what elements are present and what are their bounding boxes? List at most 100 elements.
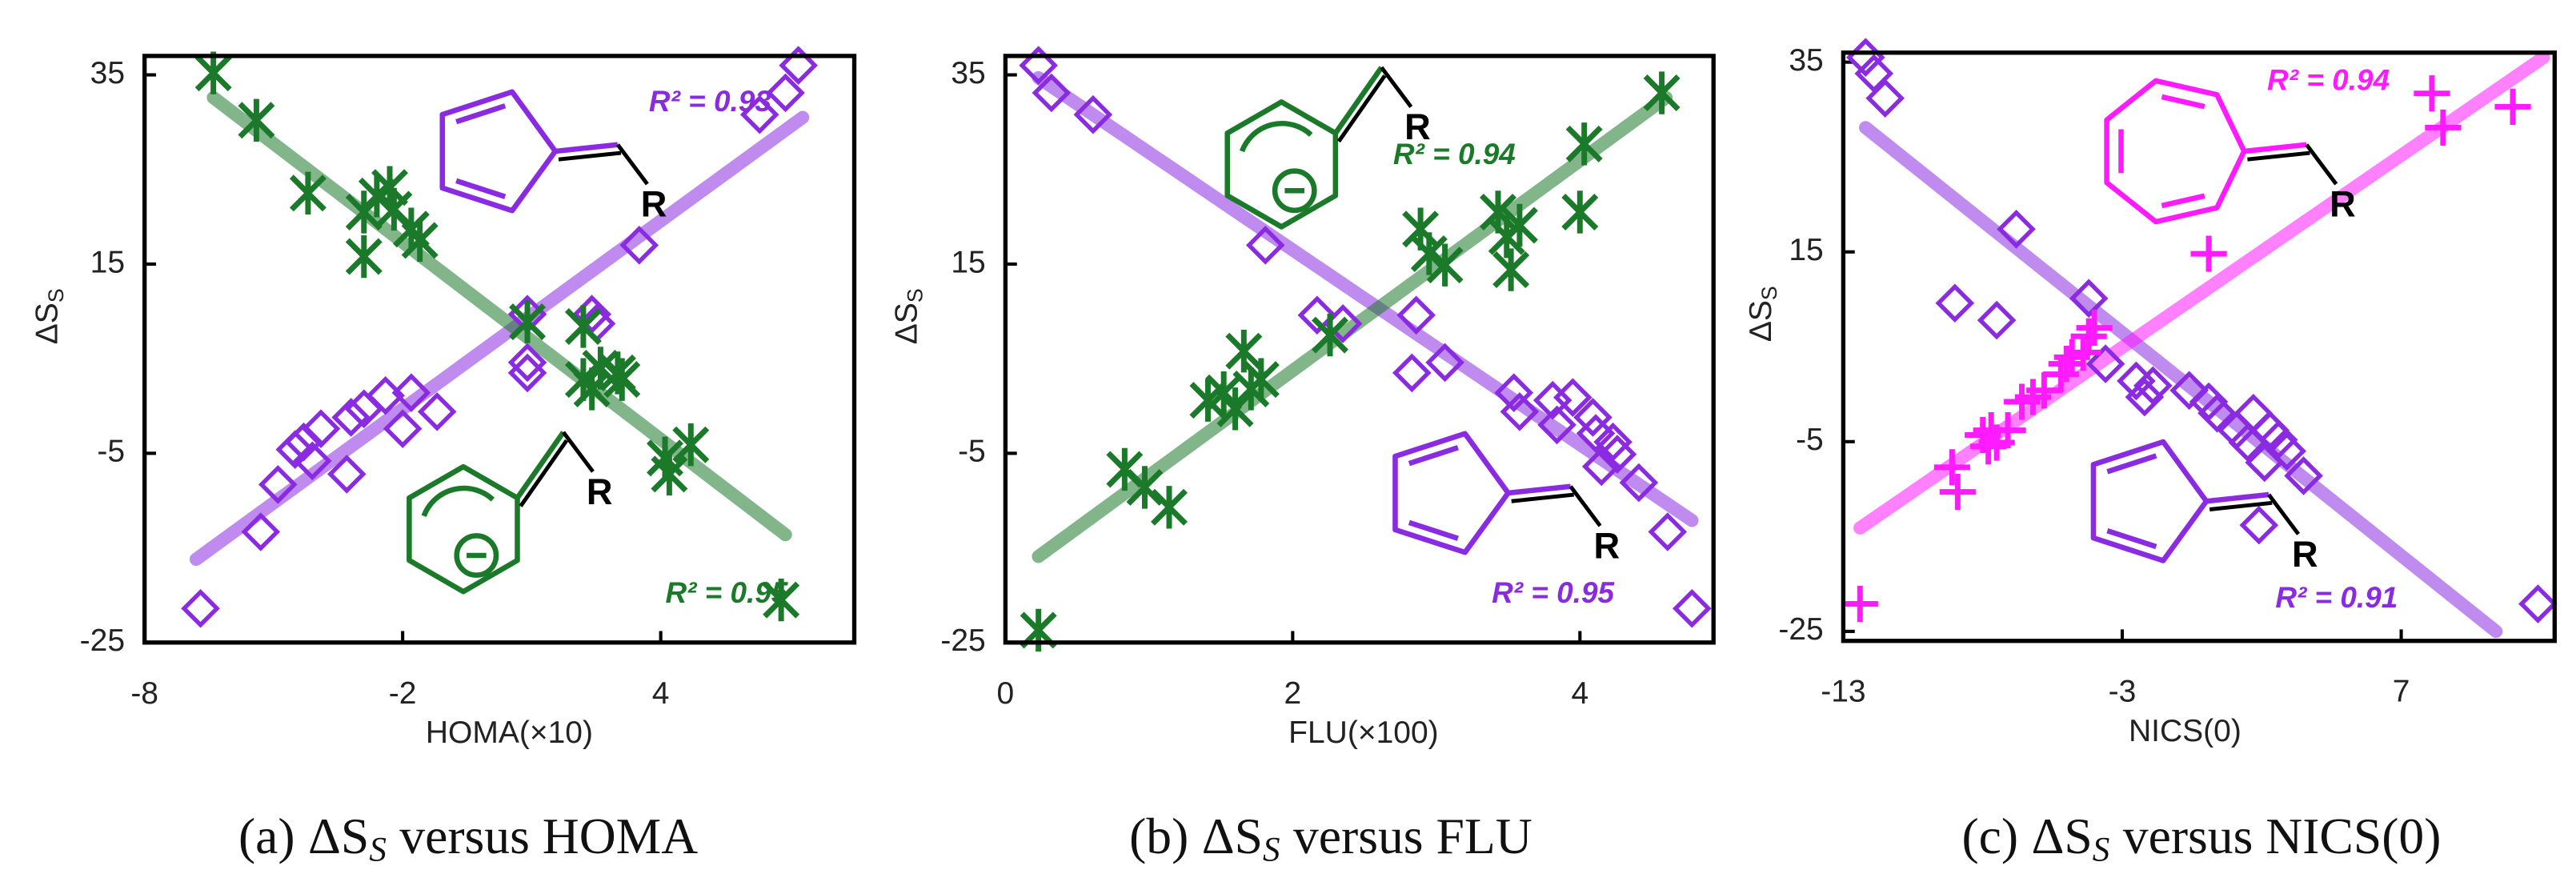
diamond-marker xyxy=(1553,378,1592,417)
substituent-label: R xyxy=(587,471,613,512)
plus-marker xyxy=(2414,75,2450,112)
diamond-marker xyxy=(2125,377,2165,417)
caption: (c) ΔSS versus NICS(0) xyxy=(1961,808,2441,869)
diamond-marker xyxy=(1396,295,1436,335)
star-marker xyxy=(238,98,275,142)
x-tick-label: 2 xyxy=(1284,676,1301,711)
r-bond xyxy=(561,431,595,473)
x-tick-label: -3 xyxy=(2109,675,2137,709)
star-marker xyxy=(1500,203,1538,247)
r-squared: R² = 0.94 xyxy=(2267,64,2390,97)
star-marker xyxy=(509,300,547,343)
substituent-label: R xyxy=(641,184,667,225)
diamond-marker xyxy=(258,465,298,504)
diamond-marker xyxy=(2197,393,2237,433)
ring xyxy=(1392,431,1511,555)
diamond-marker xyxy=(779,46,818,86)
diamond-marker xyxy=(507,353,547,393)
fit-line xyxy=(1032,70,1699,527)
plus-marker xyxy=(2425,109,2462,146)
y-tick-label: 35 xyxy=(1789,43,1823,78)
diamond-marker xyxy=(1672,588,1712,628)
caption-text: versus HOMA xyxy=(399,808,698,864)
star-marker xyxy=(1106,447,1144,491)
y-tick-label: -5 xyxy=(1796,423,1824,457)
diamond-marker xyxy=(181,588,220,628)
diamond-marker xyxy=(301,409,341,448)
caption: (b) ΔSS versus FLU xyxy=(1129,808,1532,869)
exo-bond xyxy=(2247,150,2310,162)
x-tick-label: 0 xyxy=(997,676,1015,711)
diamond-marker xyxy=(1619,463,1659,503)
ring-bond xyxy=(2161,94,2205,110)
r-bond xyxy=(2267,493,2301,535)
ring-bond xyxy=(2106,453,2157,475)
exo-bond xyxy=(515,431,566,500)
diamond-marker xyxy=(275,430,315,469)
diamond-marker xyxy=(2085,344,2125,383)
diamond-marker xyxy=(2284,456,2323,495)
diamond-marker xyxy=(1648,512,1688,551)
caption-symbol: ΔS xyxy=(2031,808,2092,864)
x-axis-label: HOMA(×10) xyxy=(426,716,593,750)
ring xyxy=(439,89,559,214)
plot-frame xyxy=(142,54,857,645)
x-tick-label: 4 xyxy=(652,676,670,711)
diamond-marker xyxy=(2069,279,2109,319)
diamond-marker xyxy=(331,398,371,437)
ring-bond xyxy=(1408,445,1459,467)
x-axis-label: FLU(×100) xyxy=(1288,716,1439,750)
diamond-marker xyxy=(391,373,431,413)
star-marker xyxy=(1020,608,1057,652)
diamond-marker xyxy=(1019,46,1058,86)
diamond-marker xyxy=(327,455,367,494)
star-marker xyxy=(564,305,602,348)
diamond-marker xyxy=(1494,373,1534,413)
r-bond xyxy=(1380,66,1413,109)
y-tick-label: -25 xyxy=(1778,612,1823,647)
exo-bond xyxy=(2205,491,2270,504)
r-squared: R² = 0.95 xyxy=(1492,576,1614,609)
caption-symbol: ΔS xyxy=(1202,808,1263,864)
ring-bond xyxy=(455,178,507,199)
diamond-marker xyxy=(1073,94,1113,134)
y-axis-symbol: ΔS xyxy=(1744,300,1778,342)
y-tick-label: 15 xyxy=(90,245,125,279)
ring-bond xyxy=(2161,193,2205,209)
star-marker xyxy=(1126,466,1164,509)
x-tick-label: 7 xyxy=(2393,675,2410,709)
diamond-marker xyxy=(1581,447,1621,487)
caption-symbol: ΔS xyxy=(308,808,369,864)
diamond-marker xyxy=(1576,414,1616,453)
r-squared: R² = 0.94 xyxy=(1393,138,1516,170)
diamond-marker xyxy=(766,73,805,113)
plus-marker xyxy=(2065,334,2101,371)
star-marker xyxy=(1565,122,1603,166)
exo-bond xyxy=(2209,500,2273,511)
y-tick-label: -5 xyxy=(97,435,125,469)
r-squared: R² = 0.91 xyxy=(2275,581,2398,614)
plus-marker xyxy=(2070,318,2107,355)
star-marker xyxy=(672,423,710,467)
y-axis-symbol: ΔS xyxy=(890,303,924,344)
r-squared: R² = 0.95 xyxy=(665,576,787,609)
star-marker xyxy=(651,452,688,496)
diamond-marker xyxy=(1573,398,1613,437)
fit-line xyxy=(1853,50,2550,535)
y-axis-subscript: S xyxy=(903,288,927,303)
ring xyxy=(1224,99,1339,230)
star-marker xyxy=(1312,313,1349,357)
fit-line xyxy=(206,90,792,542)
star-marker xyxy=(1410,232,1448,275)
substituent-label: R xyxy=(1593,526,1620,567)
x-tick-label: -2 xyxy=(389,676,417,711)
y-axis-subscript: S xyxy=(1757,286,1781,300)
y-tick-label: -5 xyxy=(958,435,986,469)
exo-bond xyxy=(1511,492,1574,503)
diamond-marker xyxy=(417,392,457,431)
x-tick-label: -8 xyxy=(130,676,158,711)
y-axis-label: ΔSS xyxy=(30,288,68,344)
diamond-marker xyxy=(1032,73,1072,113)
diamond-marker xyxy=(1977,300,2017,340)
